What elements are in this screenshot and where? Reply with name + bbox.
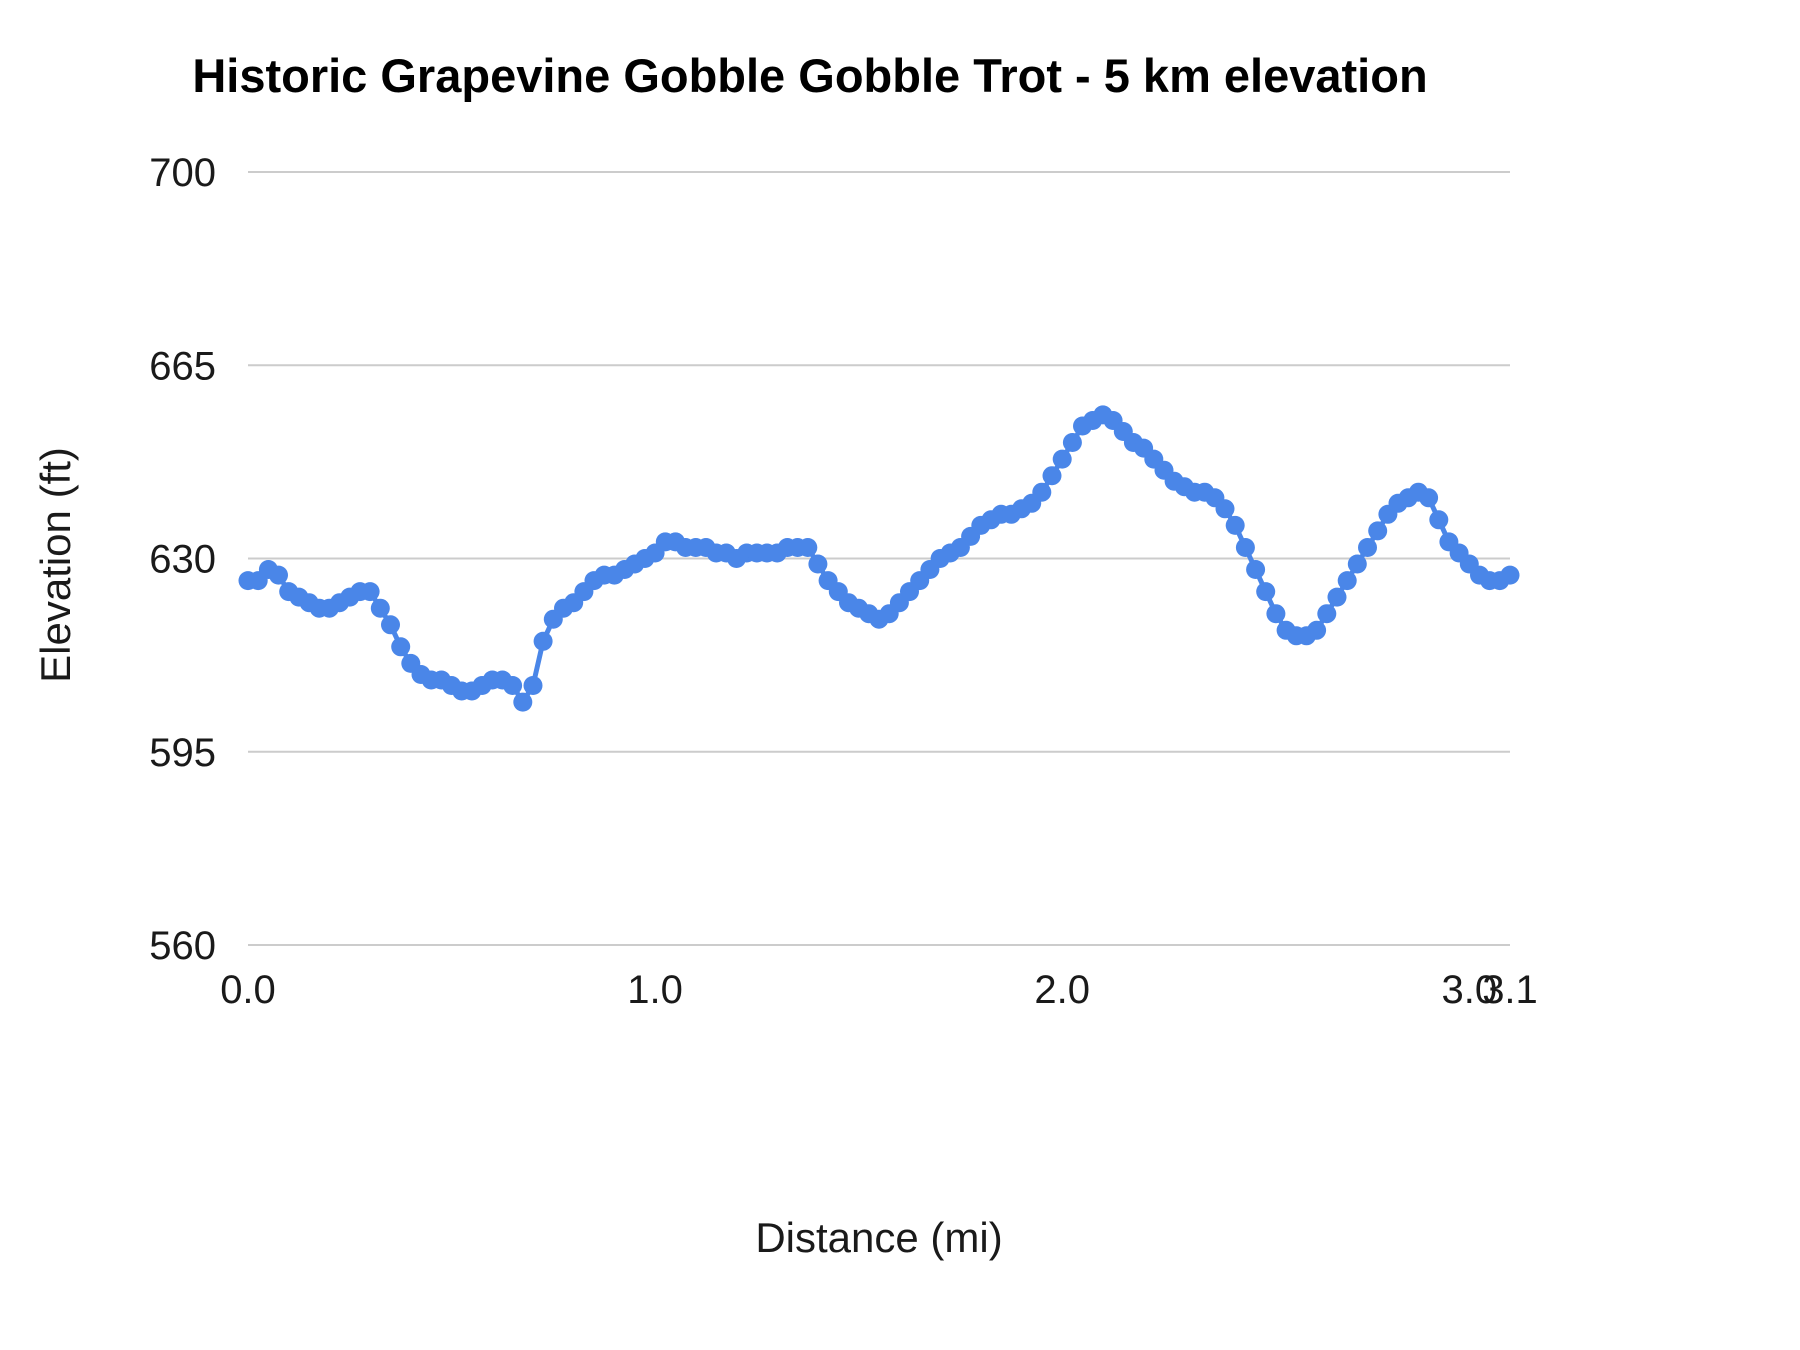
data-point	[1225, 515, 1245, 535]
x-tick-label: 3.0	[1441, 968, 1497, 1012]
data-point	[370, 598, 390, 618]
data-point	[1235, 538, 1255, 557]
data-point	[513, 692, 533, 712]
data-point	[1032, 482, 1052, 502]
y-tick-label: 630	[149, 538, 216, 582]
y-axis-title: Elevation (ft)	[32, 447, 79, 683]
data-point	[1062, 433, 1082, 452]
x-tick-label: 1.0	[627, 968, 683, 1012]
data-point	[1246, 560, 1266, 579]
data-point	[1215, 499, 1235, 519]
data-point	[1358, 538, 1377, 557]
elevation-series	[238, 405, 1520, 712]
data-point	[360, 582, 380, 602]
data-point	[1307, 620, 1327, 640]
data-point	[1266, 604, 1286, 624]
y-tick-labels: 560 595 630 665 700	[149, 151, 216, 968]
data-point	[1429, 510, 1449, 530]
data-point	[1327, 587, 1347, 607]
data-point	[533, 631, 553, 651]
data-point	[1347, 554, 1367, 574]
x-tick-label: 2.0	[1034, 968, 1090, 1012]
chart-title: Historic Grapevine Gobble Gobble Trot - …	[192, 49, 1427, 102]
data-point	[808, 554, 828, 574]
data-point	[503, 676, 523, 695]
data-point	[269, 565, 288, 585]
data-point	[1042, 466, 1062, 486]
data-point	[1052, 449, 1072, 469]
data-point	[798, 538, 818, 557]
x-tick-labels: 0.0 1.0 2.0 3.03.1	[220, 968, 1538, 1012]
y-tick-label: 665	[149, 344, 216, 388]
data-point	[1500, 565, 1520, 585]
gridlines	[248, 171, 1510, 946]
data-point	[381, 615, 400, 635]
y-tick-label: 700	[149, 151, 216, 195]
data-point	[391, 637, 411, 657]
x-axis-title: Distance (mi)	[755, 1214, 1002, 1261]
data-point	[1256, 582, 1276, 602]
y-tick-label: 560	[149, 924, 216, 968]
y-tick-label: 595	[149, 731, 216, 775]
data-point	[1337, 571, 1357, 591]
x-tick-label: 0.0	[220, 968, 276, 1012]
data-point	[1419, 488, 1439, 508]
data-point	[523, 676, 543, 695]
data-point	[1368, 521, 1388, 541]
data-point	[1317, 604, 1337, 624]
x-tick-label: 3.1	[1482, 968, 1538, 1012]
